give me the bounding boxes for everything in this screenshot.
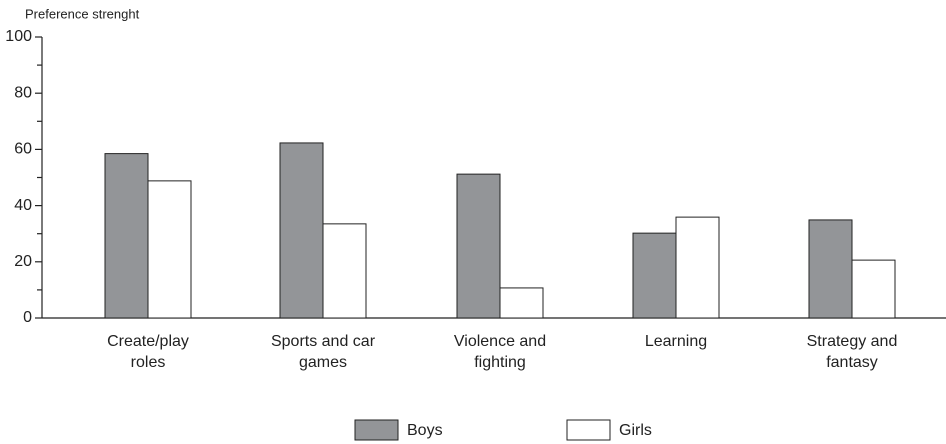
x-tick-label: roles: [131, 354, 166, 371]
x-tick-label: Create/play: [107, 333, 189, 350]
bar: [279, 142, 324, 319]
bar: [675, 216, 720, 319]
y-tick-label: 0: [23, 309, 32, 326]
y-tick-label: 40: [14, 197, 32, 214]
legend-label: Boys: [407, 422, 443, 439]
bar: [632, 232, 677, 319]
x-tick-label: Strategy and: [807, 333, 898, 350]
y-tick-label: 60: [14, 141, 32, 158]
bar: [499, 287, 544, 319]
legend-label: Girls: [619, 422, 652, 439]
legend-swatch: [566, 419, 611, 441]
legend-swatch: [354, 419, 399, 441]
y-axis-label: Preference strenght: [25, 6, 140, 21]
bar: [322, 223, 367, 319]
bar: [104, 153, 149, 319]
x-tick-label: fantasy: [826, 354, 878, 371]
y-tick-label: 100: [5, 28, 32, 45]
bar: [456, 173, 501, 319]
y-tick-label: 80: [14, 84, 32, 101]
x-tick-label: Sports and car: [271, 333, 376, 350]
bar: [808, 219, 853, 319]
x-tick-label: games: [299, 354, 347, 371]
bar: [851, 259, 896, 319]
bar: [147, 180, 192, 319]
x-tick-label: Violence and: [454, 333, 546, 350]
x-tick-label: fighting: [474, 354, 526, 371]
x-tick-label: Learning: [645, 333, 707, 350]
y-tick-label: 20: [14, 253, 32, 270]
